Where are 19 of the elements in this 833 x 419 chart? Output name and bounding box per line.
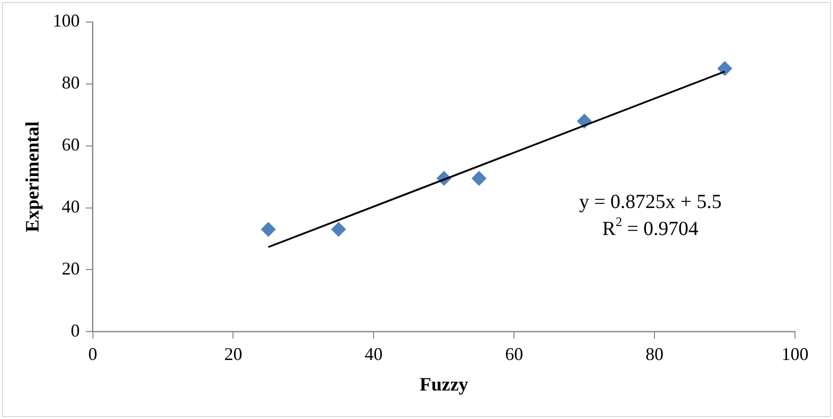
x-tick-label: 100 [782,344,808,364]
x-axis-title: Fuzzy [420,374,469,396]
x-tick-label: 20 [224,344,242,364]
x-tick-label: 40 [364,344,383,364]
point [331,222,346,237]
x-tick-label: 80 [646,344,664,364]
y-axis-title: Experimental [22,121,44,232]
y-tick-label: 20 [62,258,80,278]
y-tick-label: 40 [62,196,80,216]
point [260,222,276,237]
point [717,60,732,76]
y-tick-label: 60 [62,134,80,155]
x-tick-label: 60 [505,344,524,364]
x-tick-label: 0 [88,344,98,364]
y-tick-label: 0 [70,320,80,340]
point [472,170,487,186]
annotation: y = 0.8725x + 5.5 [579,190,722,213]
y-tick-label: 80 [62,72,80,93]
y-tick-label: 100 [52,10,80,31]
